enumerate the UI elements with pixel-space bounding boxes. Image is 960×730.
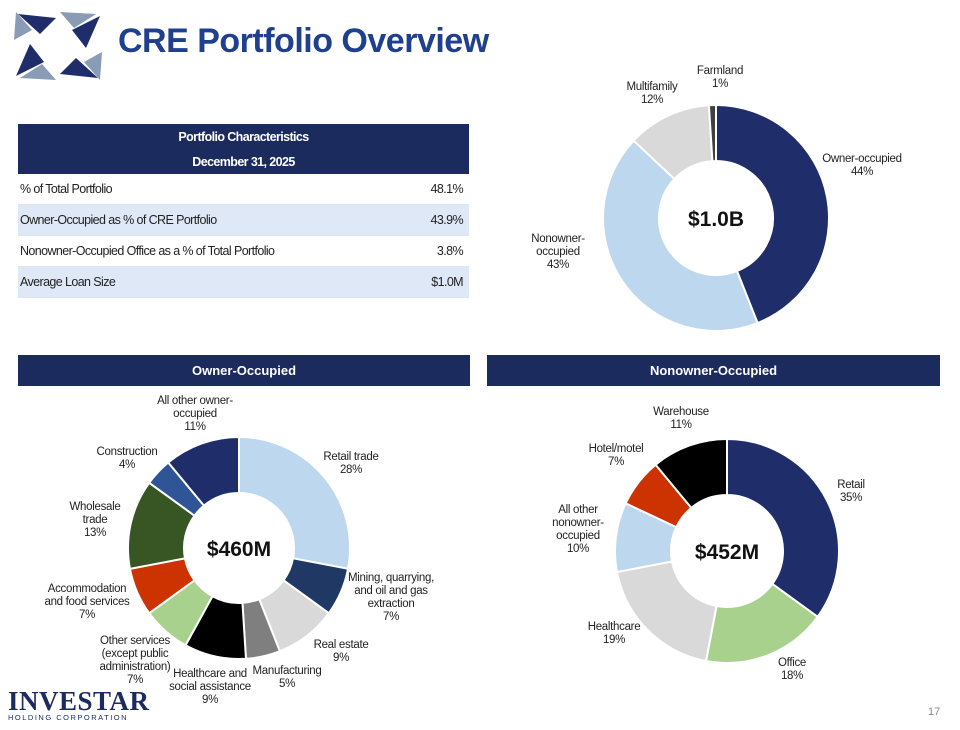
slice-label: Office 18% xyxy=(778,657,806,682)
slice-label: Nonowner-occupied 43% xyxy=(531,233,585,271)
slice-label: Owner-occupied 44% xyxy=(822,153,902,178)
brand-name: INVESTAR xyxy=(8,686,150,716)
page-number: 17 xyxy=(928,706,941,718)
table-header-title: Portfolio Characteristics xyxy=(18,124,469,149)
row-value: 43.9% xyxy=(408,204,469,236)
slice-label: Retail 35% xyxy=(837,479,865,504)
donut-slice-farmland xyxy=(707,103,717,163)
donut-center-total: $1.0B xyxy=(688,208,744,231)
slice-label: Warehouse 11% xyxy=(653,406,709,431)
donut-slice-retail xyxy=(726,437,840,619)
table-row: Average Loan Size $1.0M xyxy=(18,266,469,298)
donut-center-total: $452M xyxy=(695,541,759,564)
slice-label: Farmland 1% xyxy=(697,65,743,90)
slice-label: Wholesale trade 13% xyxy=(70,501,121,539)
slice-label: Accommodation and food services 7% xyxy=(44,583,130,621)
donut-slice-retail-trade xyxy=(238,435,351,570)
brand-logo: INVESTAR HOLDING CORPORATION xyxy=(8,686,150,723)
table-row: Owner-Occupied as % of CRE Portfolio 43.… xyxy=(18,204,469,236)
donut-slice-owner-occupied xyxy=(715,103,830,325)
slice-label: Hotel/motel 7% xyxy=(589,443,644,468)
table-row: % of Total Portfolio 48.1% xyxy=(18,174,469,205)
donut-slice-nonowner-occupied xyxy=(602,139,759,332)
row-label: Owner-Occupied as % of CRE Portfolio xyxy=(18,204,409,236)
slice-label: Multifamily 12% xyxy=(626,81,678,106)
row-label: % of Total Portfolio xyxy=(18,174,409,205)
slice-label: Healthcare and social assistance 9% xyxy=(169,668,251,706)
slice-label: All other nonowner-occupied 10% xyxy=(552,504,604,555)
portfolio-characteristics-table: Portfolio Characteristics December 31, 2… xyxy=(18,124,469,298)
slice-label: All other owner-occupied 11% xyxy=(157,395,233,433)
company-logo xyxy=(14,12,102,80)
row-label: Nonowner-Occupied Office as a % of Total… xyxy=(18,235,409,267)
donut-center-total: $460M xyxy=(207,538,271,561)
table-row: Nonowner-Occupied Office as a % of Total… xyxy=(18,235,469,267)
brand-subtitle: HOLDING CORPORATION xyxy=(8,713,129,722)
row-value: 3.8% xyxy=(408,235,469,267)
owner-occupied-band: Owner-Occupied xyxy=(18,355,470,386)
donut-slice-healthcare xyxy=(615,560,718,663)
slice-label: Real estate 9% xyxy=(314,639,369,664)
slice-label: Construction 4% xyxy=(97,446,158,471)
slice-label: Other services (except public administrati… xyxy=(100,635,171,686)
table-header-date: December 31, 2025 xyxy=(18,149,469,174)
row-value: 48.1% xyxy=(408,174,469,205)
donut-slice-all-other-owner-occupied xyxy=(166,435,240,508)
row-value: $1.0M xyxy=(408,266,469,298)
nonowner-occupied-band: Nonowner-Occupied xyxy=(487,355,940,386)
page-title: CRE Portfolio Overview xyxy=(118,22,489,60)
donut-slice-warehouse xyxy=(654,437,728,510)
row-label: Average Loan Size xyxy=(18,266,409,298)
slice-label: Mining, quarrying, and oil and gas extract… xyxy=(348,572,434,623)
slice-label: Manufacturing 5% xyxy=(253,665,322,690)
slice-label: Retail trade 28% xyxy=(323,451,378,476)
slice-label: Healthcare 19% xyxy=(588,621,641,646)
